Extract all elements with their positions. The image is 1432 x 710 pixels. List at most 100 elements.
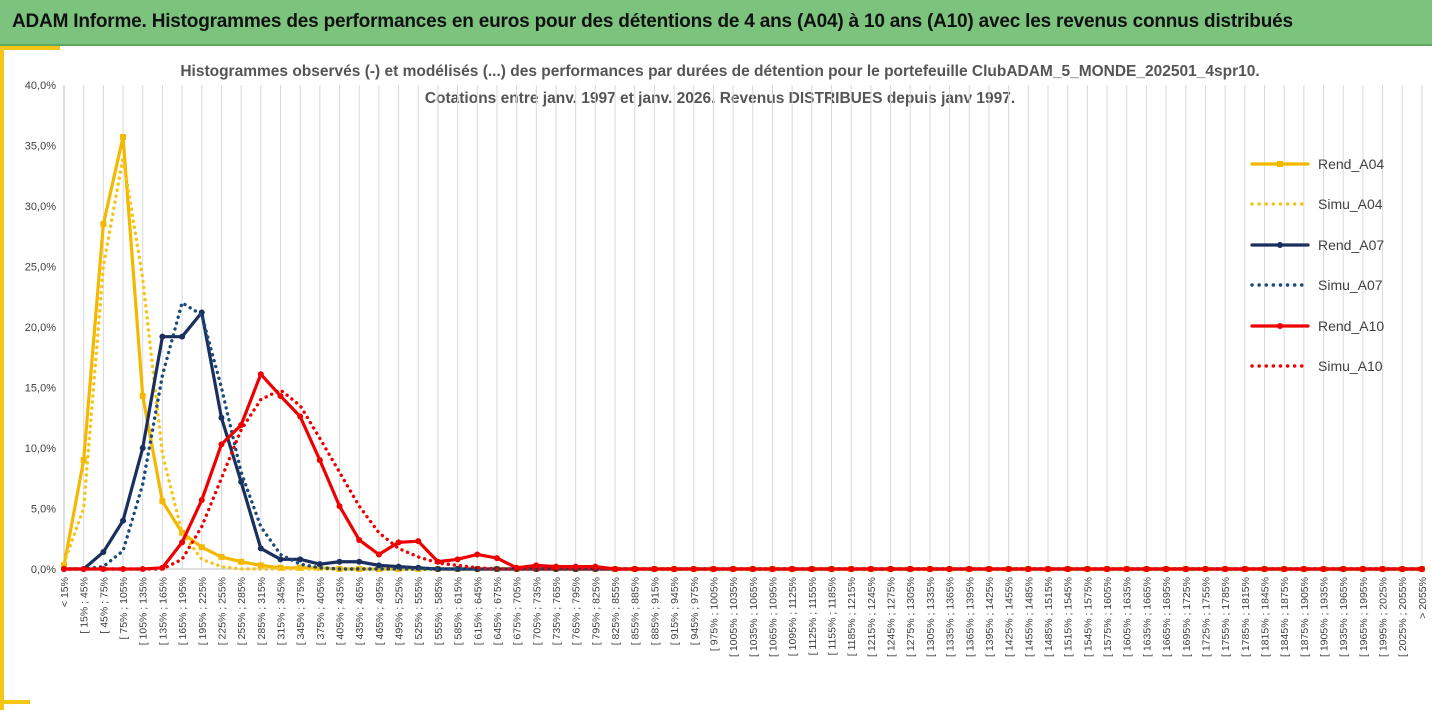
x-tick-label: [ 945% ; 975% — [689, 577, 701, 645]
legend-label: Rend_A10 — [1318, 317, 1385, 334]
data-point — [257, 562, 264, 569]
data-point — [1320, 566, 1327, 572]
data-point — [533, 562, 540, 569]
series-line-rend_a10 — [62, 372, 1424, 571]
data-point — [316, 561, 323, 568]
legend-item-simu_a04: Simu_A04 — [1250, 194, 1400, 234]
x-tick-label: [ 1845% ; 1875% — [1279, 577, 1291, 657]
accent-bar-top — [0, 46, 60, 50]
y-tick-label: 40,0% — [25, 80, 56, 92]
x-tick-label: [ 1935% ; 1965% — [1338, 577, 1350, 657]
x-tick-label: [ 1665% ; 1695% — [1161, 577, 1173, 657]
data-point — [375, 562, 382, 569]
x-tick-label: [ 795% ; 825% — [590, 577, 602, 645]
data-point — [100, 549, 107, 556]
x-tick-label: [ 1815% ; 1845% — [1259, 577, 1271, 657]
data-point — [1143, 566, 1150, 572]
x-tick-label: [ 765% ; 795% — [571, 577, 583, 645]
data-point — [887, 566, 894, 572]
x-tick-label: [ 165% ; 195% — [177, 577, 189, 645]
data-point — [61, 562, 67, 569]
x-tick-label: [ 1305% ; 1335% — [925, 577, 937, 657]
data-point — [375, 566, 382, 572]
data-point — [100, 566, 107, 572]
chart-title: Histogrammes observés (-) et modélisés (… — [180, 63, 1260, 80]
data-point — [415, 538, 422, 545]
chart-subtitle: Cotations entre janv. 1997 et janv. 2026… — [424, 90, 1016, 107]
x-tick-label: [ 1275% ; 1305% — [905, 577, 917, 657]
data-point — [356, 536, 363, 543]
x-tick-label: [ 1485% ; 1515% — [1043, 577, 1055, 657]
x-tick-label: [ 1575% ; 1605% — [1102, 577, 1114, 657]
x-tick-label: [ 1785% ; 1815% — [1240, 577, 1252, 657]
x-tick-label: [ 675% ; 705% — [512, 577, 524, 645]
chart-area: 0,0% 5,0% 10,0% 15,0% 20,0% 25,0% 30,0% 35,0% 40… — [25, 80, 1429, 657]
grid-lines — [63, 85, 1423, 569]
x-tick-label: [ 1035% ; 1065% — [748, 577, 760, 657]
legend-label: Rend_A07 — [1318, 236, 1385, 253]
y-axis: 0,0% 5,0% 10,0% 15,0% 20,0% 25,0% 30,0% 35,0% 40… — [25, 80, 65, 576]
data-point — [356, 558, 363, 565]
data-point — [277, 556, 284, 563]
x-tick-label: [ 825% ; 855% — [610, 577, 622, 645]
chart-legend: Rend_A04 Simu_A04 Rend_A07 Simu_A07 Rend_A10… — [1250, 154, 1400, 396]
x-tick-label: [ 345% ; 375% — [295, 577, 307, 645]
x-tick-label: [ 15% ; 45% — [79, 577, 91, 634]
x-tick-label: [ 975% ; 1005% — [708, 577, 720, 651]
legend-label: Simu_A10 — [1318, 357, 1383, 374]
x-tick-label: [ 585% ; 615% — [453, 577, 465, 645]
data-point — [474, 551, 481, 558]
y-tick-label: 0,0% — [31, 564, 56, 576]
x-tick-label: [ 255% ; 285% — [236, 577, 248, 645]
x-tick-label: [ 195% ; 225% — [197, 577, 209, 645]
data-point — [159, 498, 166, 505]
data-point — [120, 517, 127, 524]
data-point — [966, 566, 973, 572]
accent-bar-bottom — [0, 700, 30, 704]
x-tick-label: [ 645% ; 675% — [492, 577, 504, 645]
data-point — [297, 413, 304, 420]
series-line-rend_a04 — [62, 135, 1424, 571]
legend-item-simu_a07: Simu_A07 — [1250, 275, 1400, 315]
y-tick-label: 25,0% — [25, 262, 56, 274]
y-tick-label: 30,0% — [25, 201, 56, 213]
data-point — [336, 558, 343, 565]
x-tick-label: [ 1395% ; 1425% — [984, 577, 996, 657]
x-tick-label: [ 1965% ; 1995% — [1358, 577, 1370, 657]
x-tick-label: [ 915% ; 945% — [669, 577, 681, 645]
data-point — [120, 134, 127, 141]
x-tick-label: [ 1995% ; 2025% — [1378, 577, 1390, 657]
data-point — [493, 555, 500, 562]
legend-label: Simu_A07 — [1318, 277, 1383, 294]
x-tick-label: [ 1065% ; 1095% — [767, 577, 779, 657]
x-tick-label: [ 495% ; 525% — [394, 577, 406, 645]
data-point — [80, 457, 87, 464]
legend-item-simu_a10: Simu_A10 — [1250, 356, 1400, 396]
legend-item-rend_a10: Rend_A10 — [1250, 316, 1400, 356]
data-point — [218, 414, 225, 421]
data-point — [198, 544, 205, 551]
data-point — [316, 457, 323, 464]
legend-item-rend_a07: Rend_A07 — [1250, 235, 1400, 275]
x-tick-label: [ 285% ; 315% — [256, 577, 268, 645]
data-point — [277, 564, 284, 571]
series-line-simu_a07 — [62, 301, 1424, 571]
data-point — [179, 333, 186, 340]
data-point — [454, 556, 461, 563]
x-tick-label: [ 1875% ; 1905% — [1299, 577, 1311, 657]
x-tick-label: [ 885% ; 915% — [649, 577, 661, 645]
x-tick-label: [ 1755% ; 1785% — [1220, 577, 1232, 657]
x-tick-label: [ 375% ; 405% — [315, 577, 327, 645]
x-tick-label: > 2055% — [1417, 577, 1429, 619]
data-point — [159, 333, 166, 340]
series-line-rend_a07 — [62, 310, 1424, 571]
data-point — [179, 539, 186, 546]
x-tick-label: [ 1365% ; 1395% — [964, 577, 976, 657]
data-point — [297, 556, 304, 563]
x-tick-label: [ 435% ; 465% — [354, 577, 366, 645]
header-banner: ADAM Informe. Histogrammes des performan… — [0, 0, 1432, 46]
data-point — [277, 392, 284, 399]
y-tick-label: 15,0% — [25, 383, 56, 395]
series-line-simu_a10 — [62, 388, 1424, 571]
data-point — [139, 445, 146, 451]
